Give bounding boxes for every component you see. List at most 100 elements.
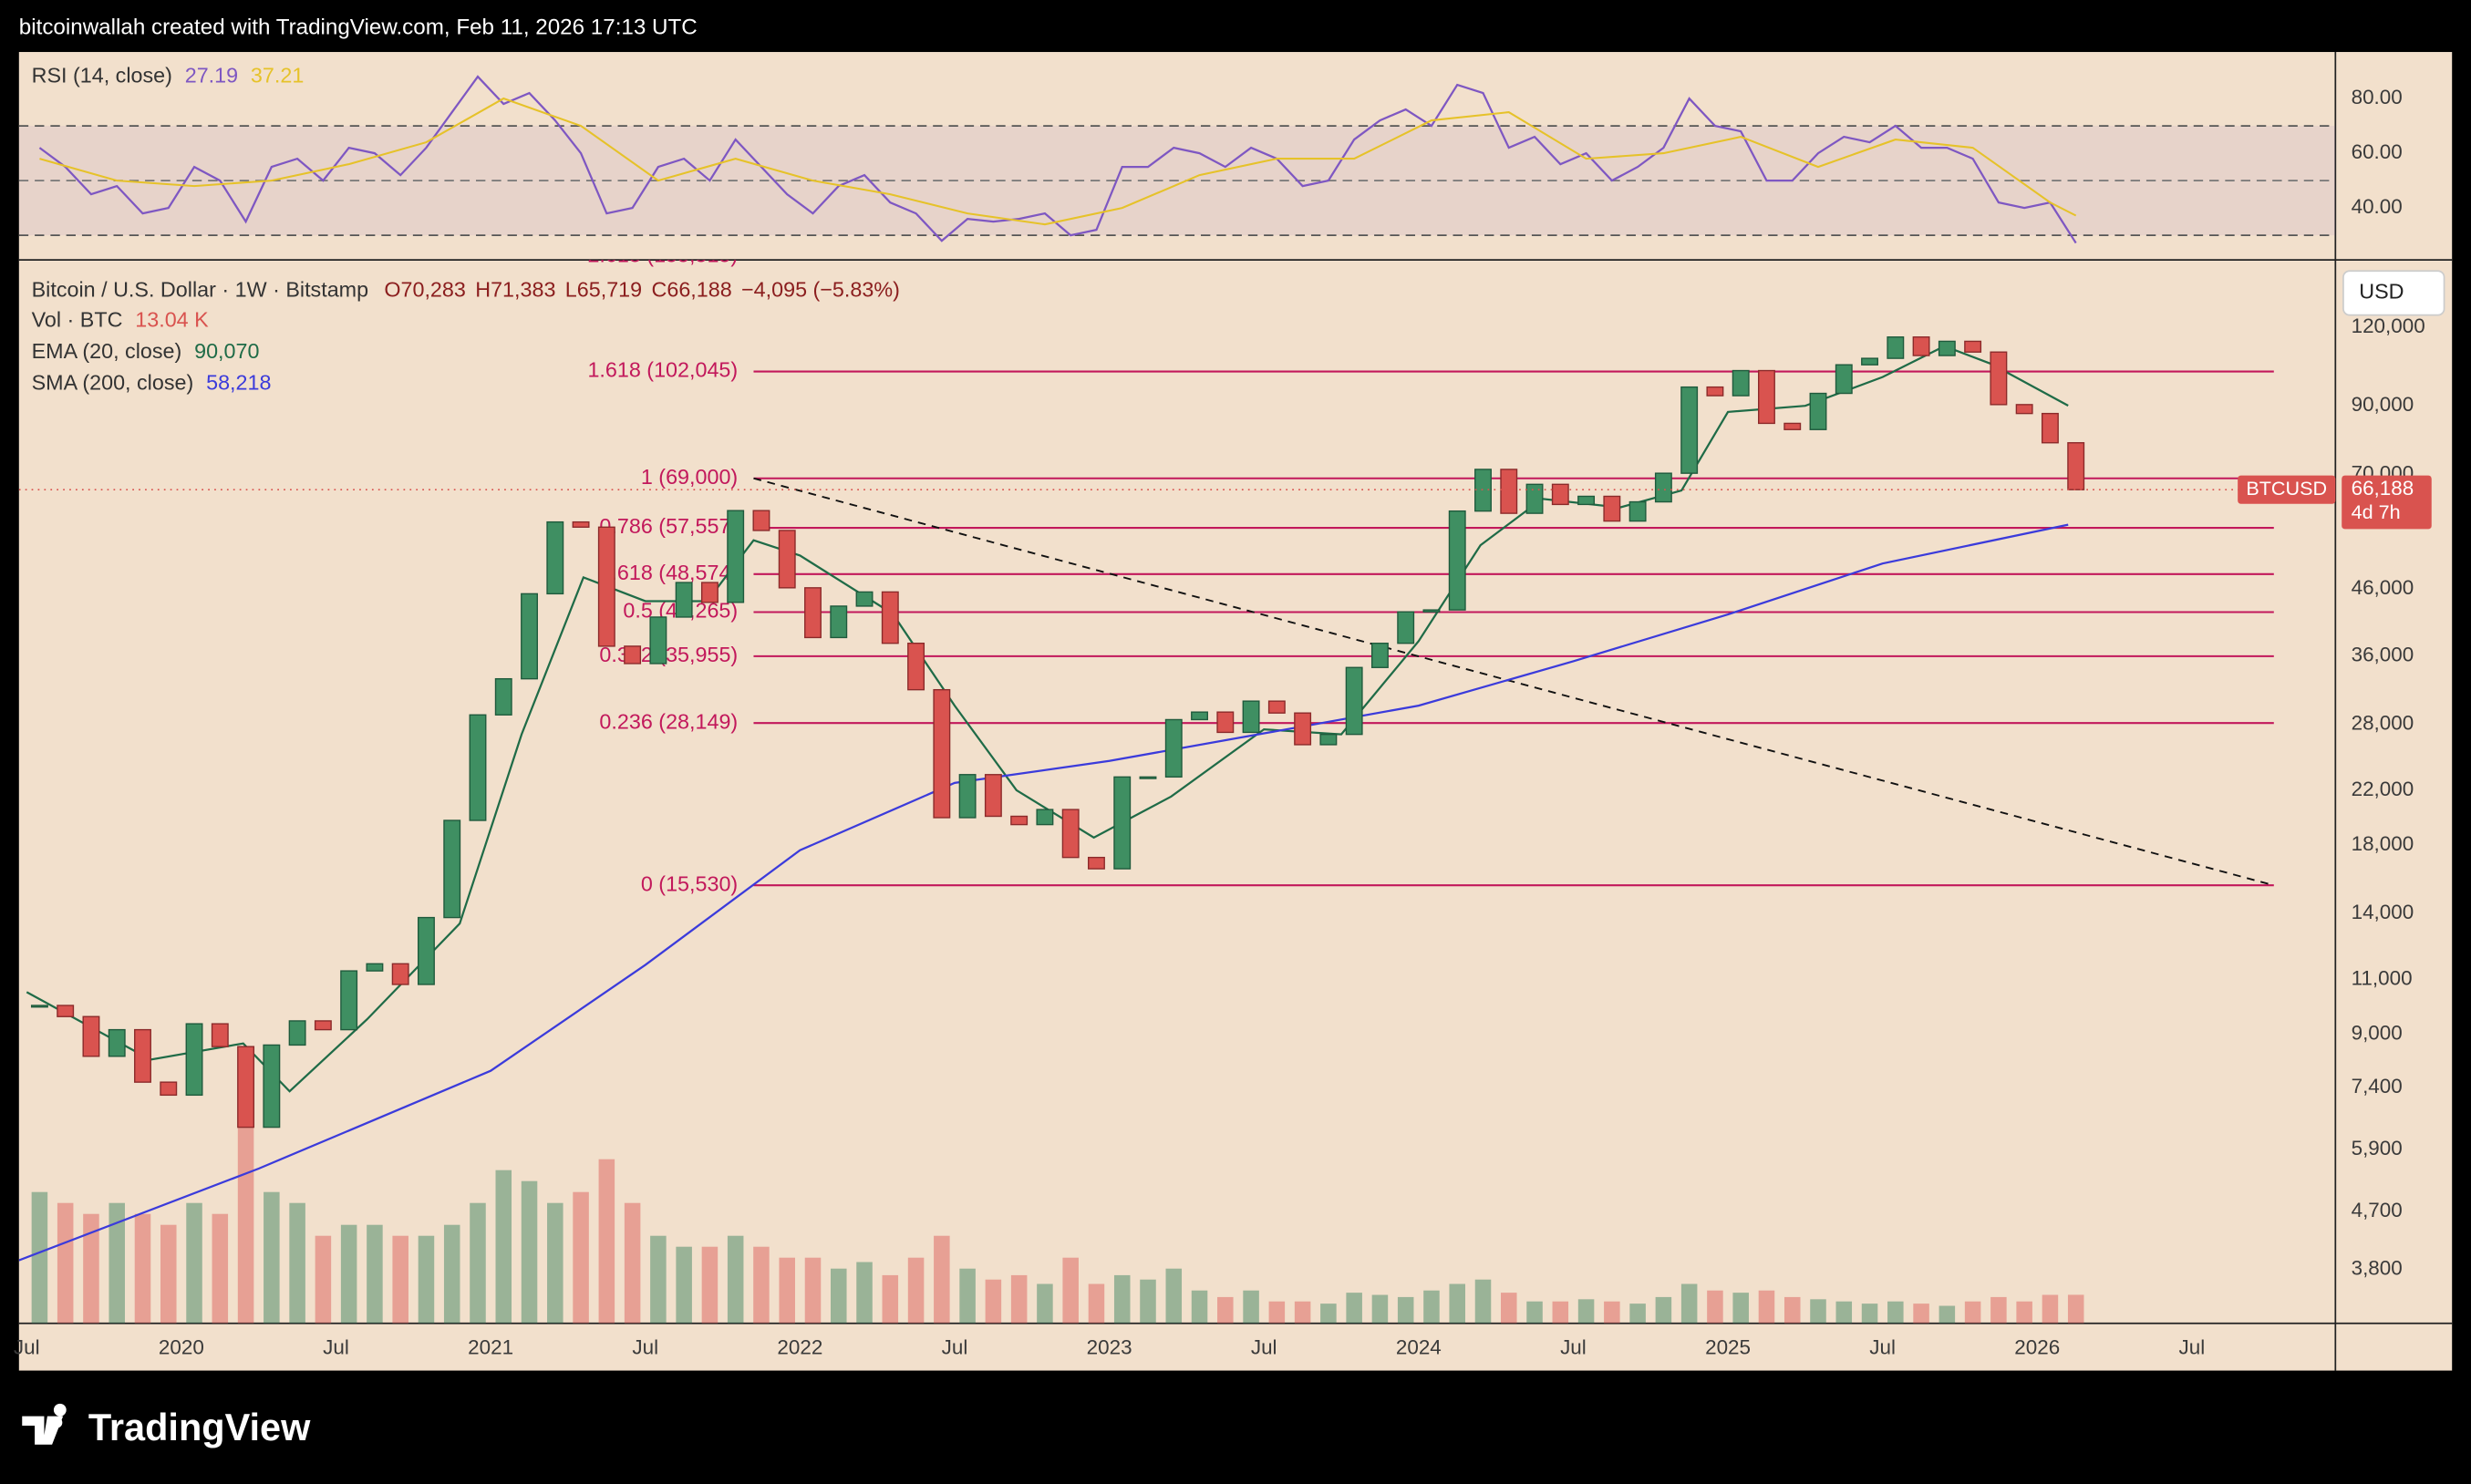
volume-bar	[1165, 1268, 1183, 1324]
time-tick-label: Jul	[1560, 1335, 1587, 1358]
price-tick-label: 4,700	[2352, 1199, 2403, 1221]
candle	[1448, 510, 1466, 611]
rsi-legend-title: RSI (14, close)	[32, 64, 172, 88]
price-tick-label: 36,000	[2352, 643, 2414, 665]
volume-bar	[315, 1235, 332, 1324]
candle	[1500, 469, 1518, 514]
price-tick-label: 14,000	[2352, 901, 2414, 923]
fib-label: 1 (69,000)	[641, 465, 738, 489]
symbol-tag	[2238, 475, 2336, 504]
volume-bar	[1758, 1290, 1775, 1324]
volume-bar	[1526, 1301, 1543, 1324]
candle	[57, 1005, 75, 1017]
volume-bar	[1088, 1283, 1105, 1324]
usd-button[interactable]: USD	[2342, 270, 2445, 316]
fib-label: 1.618 (102,045)	[587, 358, 738, 382]
candle	[675, 582, 693, 618]
candle	[907, 643, 925, 691]
volume-bar	[959, 1268, 976, 1324]
candle	[443, 819, 461, 919]
volume-bar	[1835, 1301, 1853, 1324]
volume-bar	[2016, 1301, 2032, 1324]
candle	[1010, 815, 1029, 826]
volume-bar	[547, 1202, 563, 1324]
candle	[1551, 483, 1569, 506]
candle	[494, 677, 512, 716]
usd-button-box[interactable]	[2342, 270, 2445, 316]
logo-dot	[51, 1417, 63, 1428]
time-tick-label: 2020	[159, 1335, 204, 1358]
volume-bar	[521, 1180, 538, 1324]
volume-bar	[1939, 1305, 1956, 1324]
fib-label: 0.382 (35,955)	[599, 643, 738, 666]
candle	[185, 1023, 203, 1097]
time-tick-label: Jul	[942, 1335, 968, 1358]
volume-bar	[985, 1279, 1002, 1324]
candle	[263, 1044, 281, 1128]
volume-bar	[186, 1202, 202, 1324]
price-tick-label: 7,400	[2352, 1075, 2403, 1098]
volume-bar	[289, 1202, 305, 1324]
volume-bar	[1887, 1301, 1904, 1324]
candle	[624, 645, 642, 665]
candle	[1758, 369, 1775, 425]
volume-bar	[1861, 1304, 1878, 1324]
time-tick-label: 2022	[777, 1335, 822, 1358]
volume-bar	[2042, 1294, 2059, 1324]
candle	[1319, 733, 1338, 746]
candle	[1809, 392, 1827, 430]
volume-bar	[418, 1235, 435, 1324]
candle	[2067, 442, 2085, 490]
volume-bar	[701, 1246, 719, 1324]
price-tick-label: 11,000	[2352, 966, 2413, 989]
volume-bar	[134, 1213, 151, 1324]
symbol-legend: Bitcoin / U.S. Dollar · 1W · Bitstamp O70…	[32, 278, 900, 302]
volume-bar	[1397, 1296, 1414, 1324]
price-tick-label: 90,000	[2352, 393, 2414, 416]
time-tick-label: Jul	[1869, 1335, 1896, 1358]
candle	[314, 1020, 332, 1031]
candle	[700, 582, 719, 603]
volume-bar	[676, 1246, 692, 1324]
candle	[1732, 369, 1750, 397]
candle	[418, 916, 435, 985]
ma-legend-value: 90,070	[194, 339, 259, 363]
candle	[1191, 711, 1208, 721]
volume-bar	[443, 1224, 460, 1324]
time-tick-label: 2021	[468, 1335, 513, 1358]
candle	[1164, 718, 1183, 778]
volume-legend-value: 13.04 K	[135, 308, 209, 332]
ma-legend-title: SMA (200, close)	[32, 371, 194, 395]
ohlc-value: H71,383	[475, 278, 555, 302]
candle	[649, 616, 667, 665]
rsi-tick-label: 80.00	[2352, 86, 2403, 108]
volume-bar	[2067, 1294, 2084, 1324]
candle	[855, 591, 874, 607]
volume-bar	[31, 1191, 48, 1324]
volume-bar	[882, 1274, 899, 1324]
price-tick-label: 120,000	[2352, 314, 2425, 337]
time-tick-label: Jul	[632, 1335, 658, 1358]
volume-bar	[340, 1224, 357, 1324]
usd-button-label[interactable]: USD	[2359, 280, 2404, 304]
candle	[1267, 700, 1286, 714]
volume-bar	[727, 1235, 744, 1324]
candle	[1861, 357, 1878, 366]
volume-bar	[470, 1202, 486, 1324]
candle	[82, 1015, 100, 1057]
candle	[1036, 809, 1054, 826]
candle	[30, 1005, 48, 1008]
logo-text: TradingView	[88, 1406, 311, 1448]
countdown: 4d 7h	[2352, 500, 2401, 523]
ma-legend-title: EMA (20, close)	[32, 339, 182, 363]
ma-line	[18, 523, 2069, 1262]
candle	[572, 520, 590, 528]
candle	[933, 688, 951, 819]
volume-bar	[1371, 1294, 1389, 1324]
volume-bar	[392, 1235, 408, 1324]
fib-label: 0.236 (28,149)	[599, 709, 738, 733]
volume-bar	[1037, 1283, 1053, 1324]
time-tick-label: 2025	[1705, 1335, 1751, 1358]
